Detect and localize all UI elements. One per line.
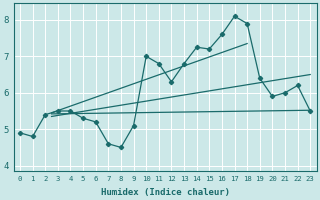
X-axis label: Humidex (Indice chaleur): Humidex (Indice chaleur) — [100, 188, 230, 197]
